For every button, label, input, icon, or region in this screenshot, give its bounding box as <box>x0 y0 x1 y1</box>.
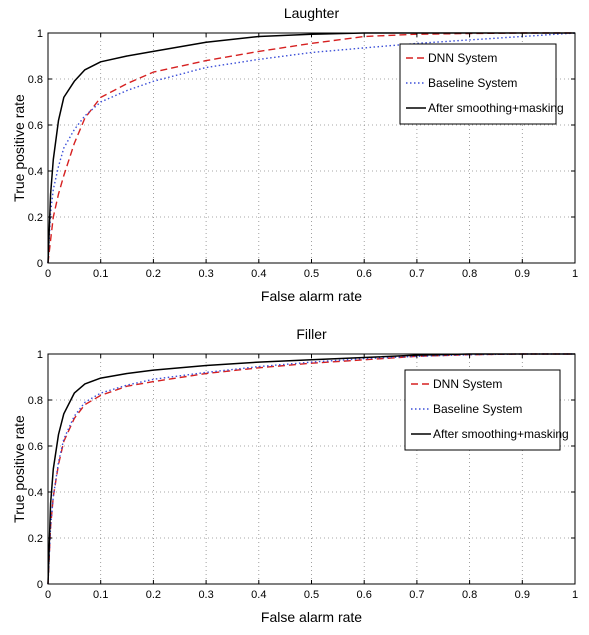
y-tick-label: 0.6 <box>28 120 43 132</box>
x-tick-label: 0 <box>45 268 51 280</box>
legend: DNN System Baseline System After smoothing… <box>404 369 569 451</box>
y-tick-label: 0.4 <box>28 166 43 178</box>
y-tick-label: 0.2 <box>28 212 43 224</box>
y-tick-label: 0.8 <box>28 74 43 86</box>
y-tick-label: 0.4 <box>28 487 43 499</box>
x-tick-label: 0.5 <box>304 268 319 280</box>
x-tick-label: 0 <box>45 589 51 601</box>
chart-panel-0: 0 0.1 0.2 0.3 0.4 0.5 0.6 0.7 0.8 0.9 1 0 0.2 0.4 0.6 0… <box>11 5 578 304</box>
y-axis-label: True positive rate <box>11 415 27 523</box>
y-tick-label: 1 <box>37 349 43 361</box>
x-tick-label: 0.1 <box>93 589 108 601</box>
legend-entry-label: Baseline System <box>433 402 522 416</box>
legend-entry-label: Baseline System <box>428 76 517 90</box>
chart-panel-1: 0 0.1 0.2 0.3 0.4 0.5 0.6 0.7 0.8 0.9 1 0 0.2 0.4 0.6 0… <box>11 326 578 625</box>
x-tick-label: 0.3 <box>198 589 213 601</box>
y-tick-label: 0 <box>37 258 43 270</box>
legend-entry-label: After smoothing+masking <box>428 101 564 115</box>
y-tick-label: 0.6 <box>28 441 43 453</box>
chart-title: Laughter <box>284 5 340 21</box>
series-line-after-smoothing-masking <box>47 353 575 585</box>
x-tick-label: 0.2 <box>146 268 161 280</box>
x-tick-label: 0.1 <box>93 268 108 280</box>
x-tick-label: 0.2 <box>146 589 161 601</box>
x-tick-label: 0.8 <box>462 268 477 280</box>
y-tick-label: 0 <box>37 579 43 591</box>
y-tick-label: 0.8 <box>28 395 43 407</box>
chart-title: Filler <box>296 326 327 342</box>
y-tick-label: 0.2 <box>28 533 43 545</box>
y-tick-label: 1 <box>37 28 43 40</box>
legend: DNN System Baseline System After smoothing… <box>399 43 564 125</box>
x-tick-label: 1 <box>572 268 578 280</box>
x-axis-label: False alarm rate <box>261 609 362 625</box>
x-tick-label: 0.5 <box>304 589 319 601</box>
legend-box <box>404 369 561 451</box>
legend-entry-label: After smoothing+masking <box>433 427 569 441</box>
series-line-dnn-system <box>47 32 575 264</box>
x-tick-label: 0.7 <box>409 589 424 601</box>
x-tick-label: 0.9 <box>515 589 530 601</box>
x-tick-label: 0.6 <box>357 589 372 601</box>
series-line-baseline-system <box>47 353 575 585</box>
x-tick-label: 0.8 <box>462 589 477 601</box>
y-axis-label: True positive rate <box>11 94 27 202</box>
x-axis-label: False alarm rate <box>261 288 362 304</box>
series-line-baseline-system <box>47 32 576 264</box>
legend-entry-label: DNN System <box>428 51 497 65</box>
x-tick-label: 0.4 <box>251 589 266 601</box>
x-tick-label: 0.3 <box>198 268 213 280</box>
legend-box <box>399 43 557 125</box>
x-tick-label: 0.6 <box>357 268 372 280</box>
x-tick-label: 0.7 <box>409 268 424 280</box>
x-tick-label: 0.4 <box>251 268 266 280</box>
x-tick-label: 1 <box>572 589 578 601</box>
x-tick-label: 0.9 <box>515 268 530 280</box>
legend-entry-label: DNN System <box>433 377 502 391</box>
series-line-dnn-system <box>47 353 575 585</box>
